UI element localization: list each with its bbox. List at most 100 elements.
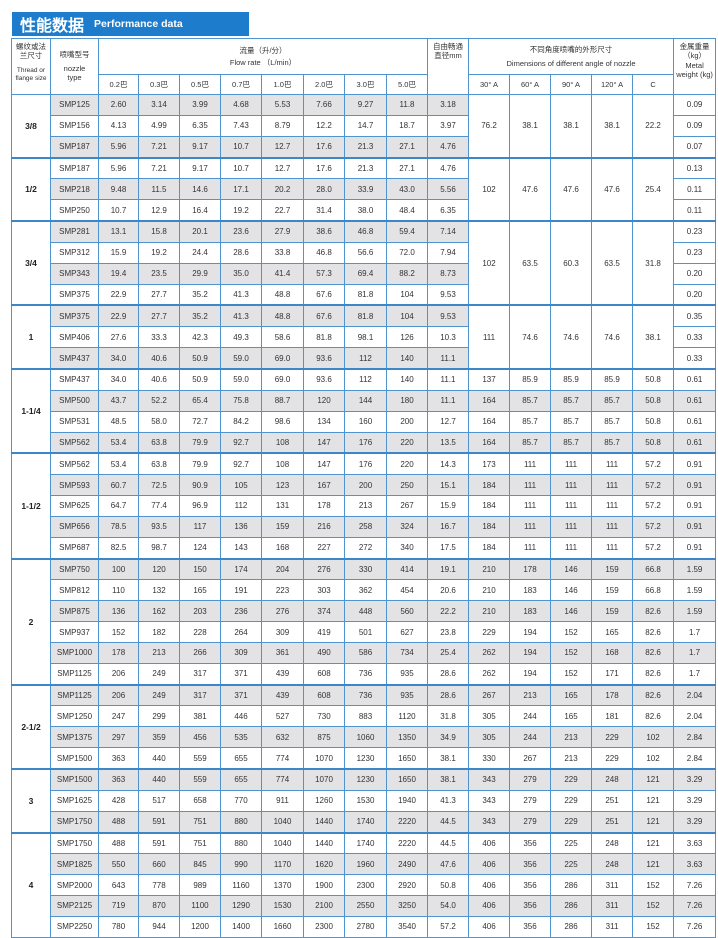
flow-rate-cell: 990 xyxy=(220,853,262,876)
flow-rate-cell: 31.4 xyxy=(303,199,345,222)
weight-cell: 7.26 xyxy=(673,895,717,917)
nozzle-type-cell: SMP1250 xyxy=(50,705,99,728)
dimension-cell: 74.6 xyxy=(509,304,552,370)
dimension-cell: 74.6 xyxy=(591,304,634,370)
thread-size-cell: 1/2 xyxy=(11,156,51,222)
flow-rate-cell: 4.68 xyxy=(220,94,262,116)
flow-rate-cell: 3540 xyxy=(385,915,429,938)
flow-rate-cell: 440 xyxy=(138,747,180,770)
free-passage-cell: 23.8 xyxy=(427,621,470,643)
dimension-cell: 178 xyxy=(509,557,552,581)
flow-rate-cell: 227 xyxy=(303,536,345,560)
nozzle-type-cell: SMP437 xyxy=(50,347,99,370)
dimension-cell: 173 xyxy=(468,452,511,476)
dimension-cell: 111 xyxy=(550,452,593,476)
table-row: SMP343 19.4 23.5 29.9 35.0 41.4 57.3 69.4 88.2 8.… xyxy=(12,262,717,285)
dimension-cell: 229 xyxy=(591,747,634,770)
flow-rate-cell: 5.96 xyxy=(98,135,139,159)
free-passage-cell: 38.1 xyxy=(427,767,470,791)
dimension-cell: 184 xyxy=(468,536,511,560)
free-passage-cell: 11.1 xyxy=(427,389,470,412)
weight-cell: 2.04 xyxy=(673,705,717,728)
dimension-cell: 121 xyxy=(632,853,675,876)
dimension-cell: 85.7 xyxy=(509,410,552,433)
free-passage-cell: 44.5 xyxy=(427,810,470,834)
flow-rate-cell: 69.0 xyxy=(261,347,304,370)
dimension-cell: 165 xyxy=(550,705,593,728)
flow-rate-cell: 176 xyxy=(344,431,387,454)
flow-rate-cell: 150 xyxy=(179,557,221,581)
dimension-cell: 111 xyxy=(591,474,634,497)
free-passage-cell: 9.53 xyxy=(427,283,470,306)
dimension-cell: 305 xyxy=(468,726,511,749)
flow-rate-cell: 33.9 xyxy=(344,178,387,201)
dimension-cell: 406 xyxy=(468,915,511,938)
flow-rate-cell: 43.0 xyxy=(385,178,429,201)
flow-rate-cell: 660 xyxy=(138,853,180,876)
flow-rate-cell: 53.4 xyxy=(98,431,139,454)
flow-rate-cell: 1260 xyxy=(303,789,345,812)
dimension-cell: 262 xyxy=(468,641,511,664)
flow-rate-cell: 82.5 xyxy=(98,536,139,560)
weight-cell: 0.13 xyxy=(673,156,717,180)
weight-header: 金属重量（kg） Metal weight (kg) xyxy=(673,38,717,95)
flow-rate-cell: 52.2 xyxy=(138,389,180,412)
free-passage-cell: 12.7 xyxy=(427,410,470,433)
nozzle-type-cell: SMP156 xyxy=(50,114,99,137)
dimension-cell: 47.6 xyxy=(591,156,634,222)
nozzle-type-cell: SMP437 xyxy=(50,367,99,391)
dimension-cell: 229 xyxy=(550,789,593,812)
flow-rate-cell: 1350 xyxy=(385,726,429,749)
dimension-cell: 38.1 xyxy=(550,93,593,159)
dimension-cell: 210 xyxy=(468,579,511,602)
table-row: SMP625 64.7 77.4 96.9 112 131 178 213 267 15.9 184… xyxy=(12,495,717,517)
dimension-cell: 406 xyxy=(468,874,511,897)
flow-rate-cell: 220 xyxy=(385,452,429,476)
dimension-cell: 267 xyxy=(509,747,552,770)
flow-rate-cell: 870 xyxy=(138,895,180,917)
flow-rate-cell: 250 xyxy=(385,474,429,497)
flow-rate-cell: 59.0 xyxy=(220,347,262,370)
flow-rate-cell: 18.7 xyxy=(385,114,429,137)
weight-cell: 1.7 xyxy=(673,641,717,664)
flow-rate-cell: 46.8 xyxy=(303,241,345,264)
flow-rate-cell: 131 xyxy=(261,495,304,517)
title-cn: 性能数据 xyxy=(20,16,85,35)
flow-rate-cell: 79.9 xyxy=(179,431,221,454)
flow-rate-cell: 770 xyxy=(220,789,262,812)
flow-rate-cell: 1070 xyxy=(303,747,345,770)
flow-rate-cell: 330 xyxy=(344,557,387,581)
flow-rate-cell: 178 xyxy=(98,641,139,664)
flow-rate-cell: 1650 xyxy=(385,767,429,791)
flow-rate-cell: 120 xyxy=(138,557,180,581)
free-passage-cell: 4.76 xyxy=(427,135,470,159)
weight-cell: 3.63 xyxy=(673,831,717,855)
nozzle-type-cell: SMP406 xyxy=(50,326,99,349)
dimension-cell: 102 xyxy=(468,156,511,222)
nozzle-type-cell: SMP375 xyxy=(50,283,99,306)
flow-rate-cell: 98.6 xyxy=(261,410,304,433)
flow-rate-cell: 28.0 xyxy=(303,178,345,201)
flow-rate-cell: 72.0 xyxy=(385,241,429,264)
dimension-cell: 85.7 xyxy=(550,431,593,454)
weight-cell: 0.07 xyxy=(673,135,717,159)
free-passage-cell: 54.0 xyxy=(427,895,470,917)
flow-rate-cell: 72.7 xyxy=(179,410,221,433)
dimension-cell: 146 xyxy=(550,579,593,602)
flow-rate-cell: 488 xyxy=(98,810,139,834)
flow-rate-cell: 27.9 xyxy=(261,220,304,243)
flow-rate-cell: 176 xyxy=(344,452,387,476)
free-passage-cell: 15.9 xyxy=(427,495,470,517)
table-row: 3/8 SMP125 2.60 3.14 3.99 4.68 5.53 7.66 9.27 11.… xyxy=(11,93,717,159)
flow-rate-cell: 167 xyxy=(303,474,345,497)
flow-rate-cell: 134 xyxy=(303,410,345,433)
dimension-cell: 111 xyxy=(591,515,634,538)
table-row: 2-1/2 SMP1125 206 249 317 371 439 608 736 935 28.6… xyxy=(11,683,717,770)
dimension-cell: 50.8 xyxy=(632,431,675,454)
nozzle-type-cell: SMP562 xyxy=(50,452,99,476)
flow-rate-cell: 123 xyxy=(261,474,304,497)
free-passage-cell: 3.97 xyxy=(427,114,470,137)
nozzle-type-cell: SMP1625 xyxy=(50,789,99,812)
flow-rate-cell: 59.4 xyxy=(385,220,429,243)
flow-rate-cell: 2220 xyxy=(385,810,429,834)
